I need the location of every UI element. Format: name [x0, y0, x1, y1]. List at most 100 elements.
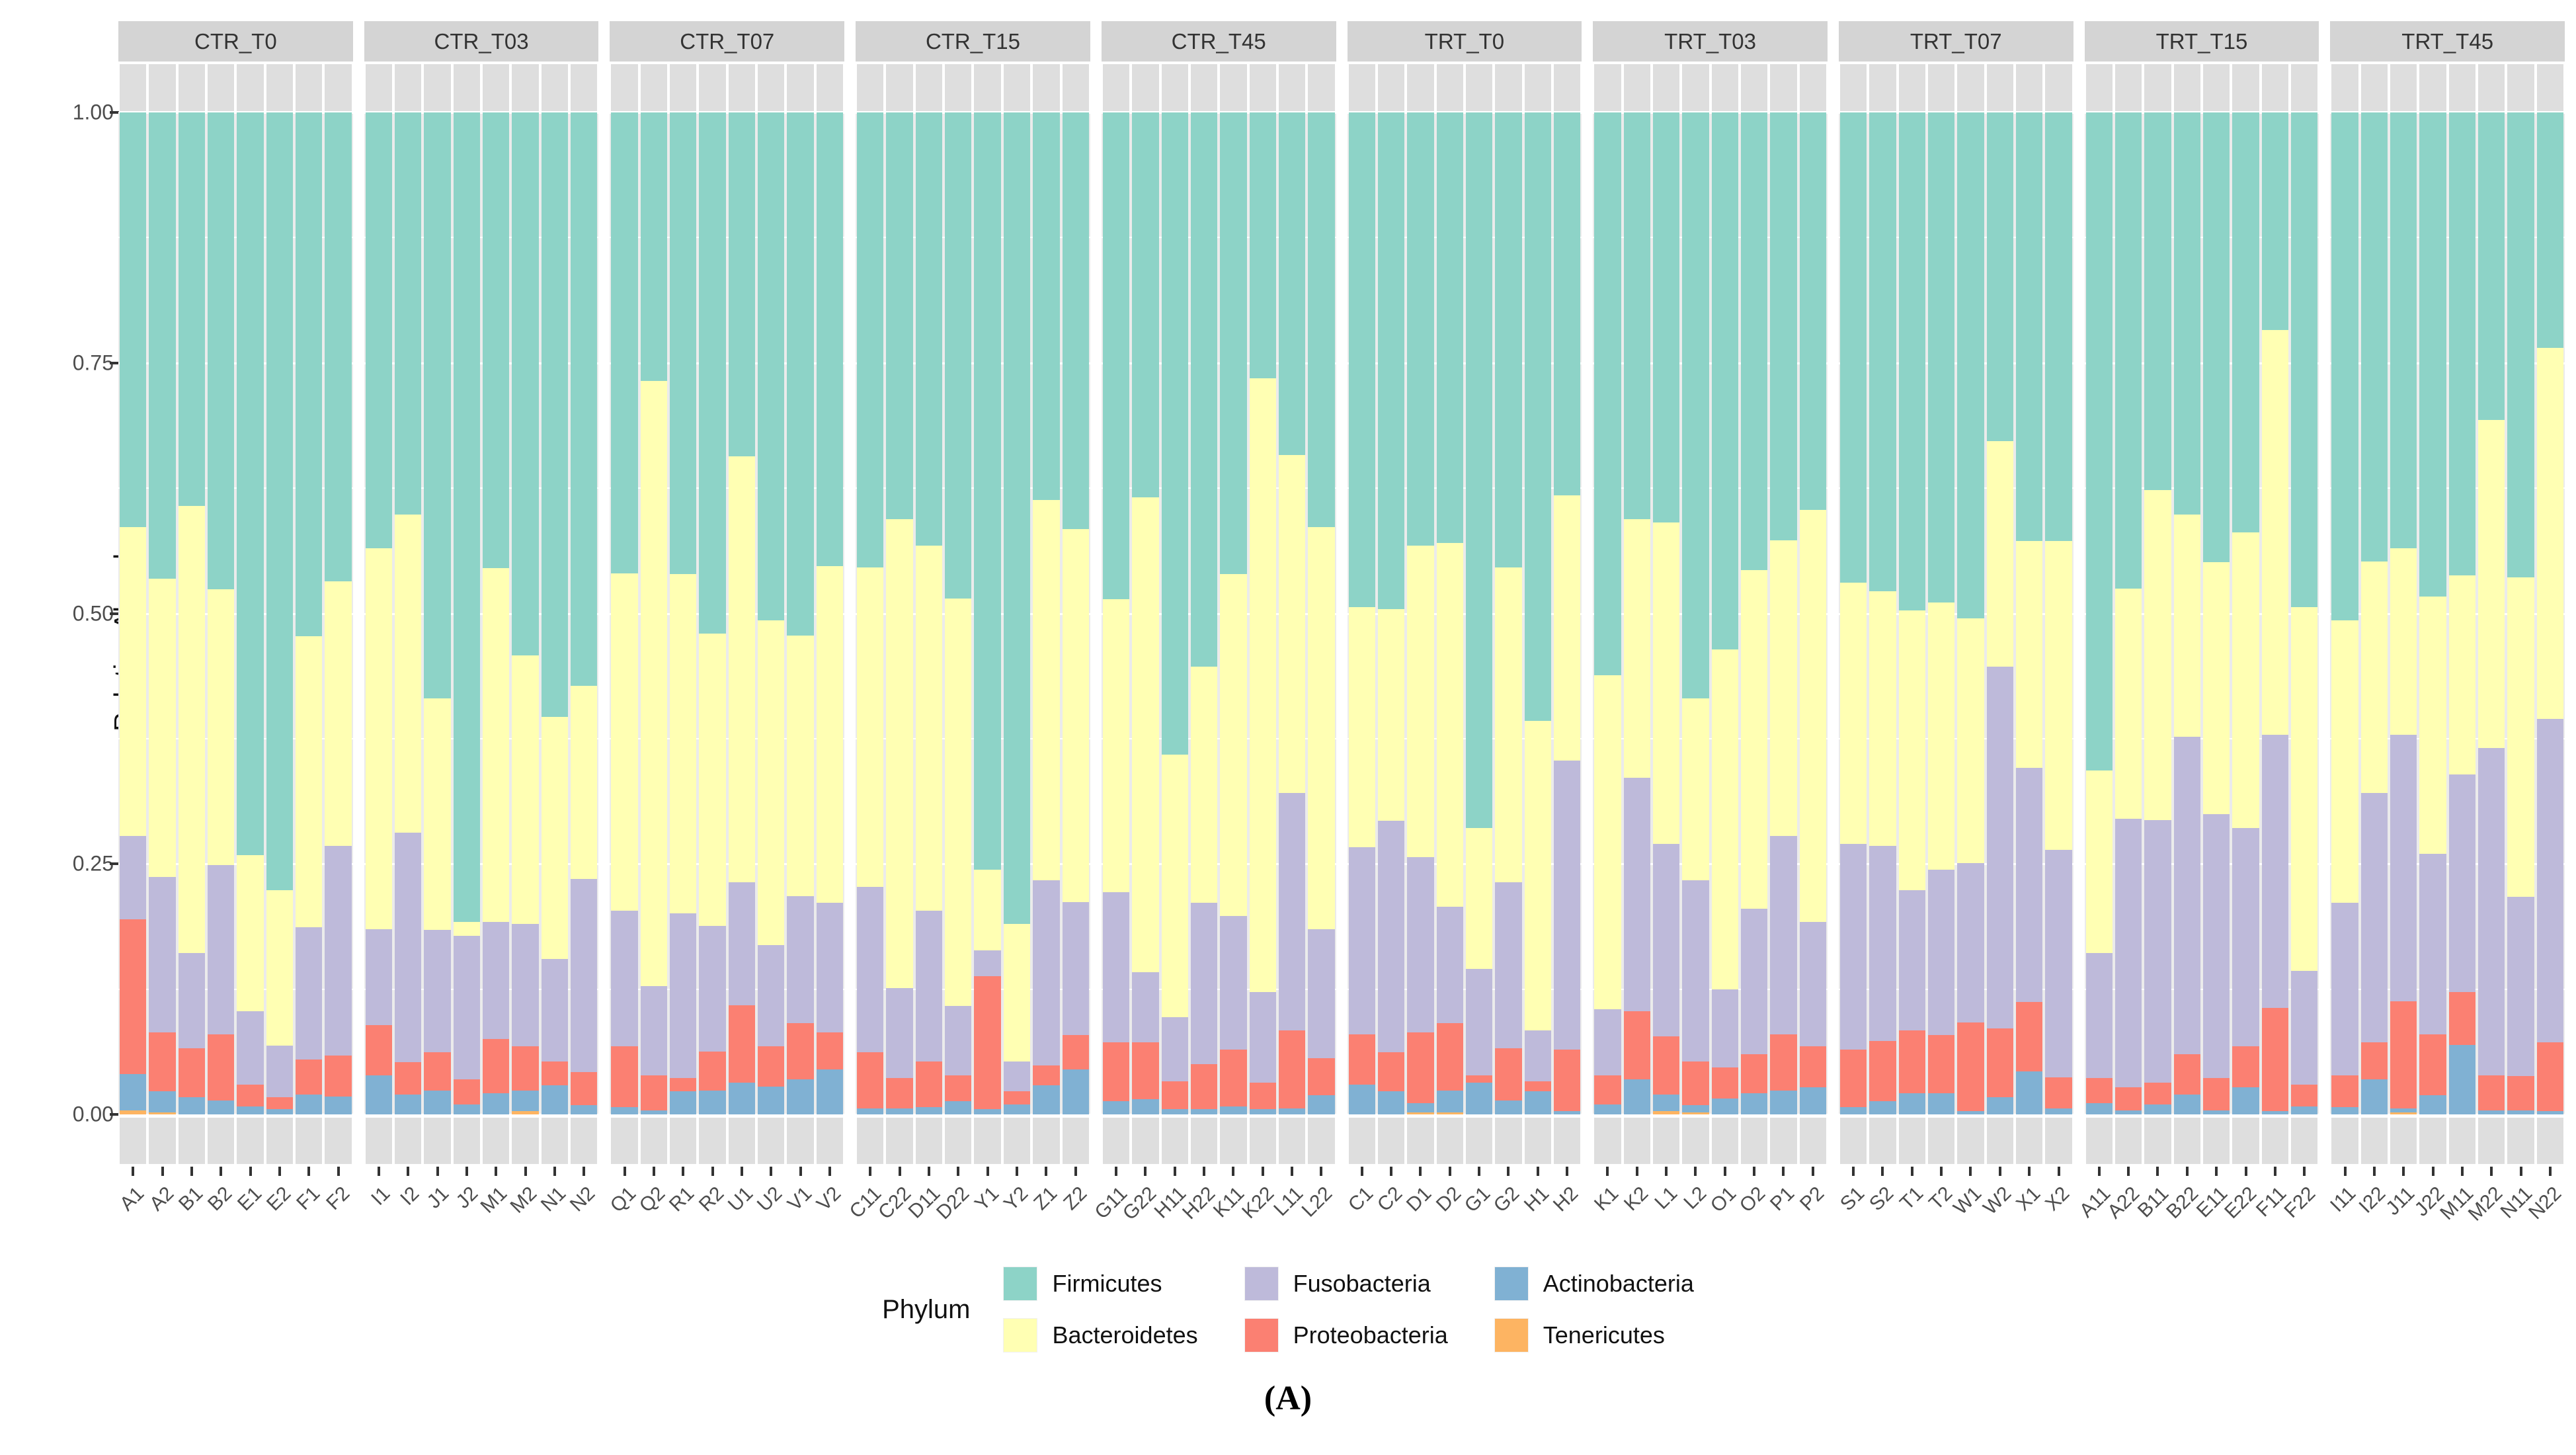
sample-strip — [1869, 64, 1896, 111]
x-tick-mark-line — [1114, 1167, 1117, 1176]
bar-segment-bacteroidetes — [208, 589, 235, 865]
bar-segment-actinobacteria — [541, 1085, 569, 1114]
x-tick-mark — [1523, 1167, 1552, 1176]
bar-segment-actinobacteria — [1524, 1091, 1551, 1114]
bar-segment-actinobacteria — [2331, 1107, 2358, 1114]
bar-segment-actinobacteria — [120, 1074, 147, 1110]
x-tick-mark-line — [2215, 1167, 2218, 1176]
gridline — [2084, 237, 2319, 239]
sample-strip — [2448, 64, 2476, 111]
sample-strip — [325, 64, 352, 111]
bar-segment-bacteroidetes — [2015, 541, 2043, 768]
bar-segment-proteobacteria — [1553, 1049, 1581, 1112]
bar-segment-actinobacteria — [1927, 1093, 1955, 1114]
bars-row — [1348, 112, 1582, 1114]
stacked-bar — [1102, 112, 1130, 1114]
bar-segment-proteobacteria — [2448, 992, 2476, 1046]
x-tick-mark-line — [1478, 1167, 1481, 1176]
bar-slot — [2231, 112, 2260, 1114]
x-tick-mark — [1898, 1167, 1927, 1176]
stacked-bar — [149, 112, 176, 1114]
bar-segment-proteobacteria — [266, 1097, 294, 1110]
x-tick-mark — [147, 1167, 177, 1176]
x-tick-mark — [2330, 1167, 2359, 1176]
bar-segment-bacteroidetes — [2232, 532, 2259, 828]
bar-segment-actinobacteria — [2360, 1079, 2388, 1114]
bar-segment-firmicutes — [2232, 112, 2259, 532]
bar-segment-bacteroidetes — [1407, 545, 1434, 857]
gridline — [1838, 1114, 2073, 1116]
bars-row — [2085, 112, 2319, 1114]
bar-slot — [1277, 112, 1307, 1114]
bar-segment-fusobacteria — [1407, 856, 1434, 1032]
bar-segment-firmicutes — [365, 112, 393, 549]
legend-entry: Firmicutes — [1003, 1267, 1197, 1301]
bar-segment-fusobacteria — [670, 913, 697, 1079]
bar-segment-fusobacteria — [453, 936, 481, 1079]
bar-segment-fusobacteria — [237, 1011, 264, 1085]
sample-strip — [1308, 1118, 1335, 1164]
bar-segment-proteobacteria — [1161, 1081, 1188, 1110]
gridline — [610, 988, 845, 990]
bar-segment-bacteroidetes — [424, 698, 451, 931]
gridline — [364, 737, 599, 739]
stacked-bar — [758, 112, 785, 1114]
gridline — [1347, 362, 1582, 364]
bar-segment-bacteroidetes — [1957, 618, 1984, 863]
bar-slot — [2261, 112, 2290, 1114]
x-tick-mark — [2389, 1167, 2418, 1176]
sample-strip — [1957, 1118, 1984, 1164]
bar-slot — [364, 112, 393, 1114]
bar-segment-bacteroidetes — [1062, 529, 1089, 902]
legend-title: Phylum — [882, 1294, 971, 1324]
bar-segment-bacteroidetes — [1623, 519, 1650, 778]
sample-strip — [611, 64, 638, 111]
bar-slot — [1523, 112, 1552, 1114]
facet-panel: CTR_T0 A1 A2 B1 B2 E1 E2 F1 F2 — [116, 21, 354, 1215]
bar-segment-proteobacteria — [670, 1078, 697, 1092]
bar-segment-fusobacteria — [1465, 969, 1493, 1075]
sample-strip — [2114, 1118, 2142, 1164]
bar-segment-fusobacteria — [1220, 916, 1247, 1050]
x-tick-mark — [1798, 1167, 1828, 1176]
bars-row — [1839, 112, 2073, 1114]
bar-segment-tenericutes — [512, 1111, 539, 1114]
sample-strip — [1652, 64, 1680, 111]
bar-segment-actinobacteria — [915, 1107, 943, 1114]
bar-segment-proteobacteria — [2173, 1054, 2200, 1095]
stacked-bar — [787, 112, 814, 1114]
x-axis-label: C2 — [1373, 1183, 1407, 1216]
bar-segment-proteobacteria — [1220, 1049, 1247, 1106]
stacked-bar — [1308, 112, 1335, 1114]
x-tick-mark — [294, 1167, 323, 1176]
stacked-bar — [1957, 112, 1984, 1114]
facet-panel: TRT_T45 I11 I22 J11 J22 M11 M22 N11 N22 — [2327, 21, 2565, 1226]
gridline — [118, 863, 353, 866]
bar-segment-proteobacteria — [1711, 1067, 1738, 1099]
stacked-bar — [2045, 112, 2072, 1114]
bar-segment-fusobacteria — [1377, 821, 1405, 1053]
bar-slot — [1307, 112, 1336, 1114]
sample-strip — [2331, 64, 2358, 111]
bar-segment-bacteroidetes — [1652, 522, 1680, 844]
facet-strip-label: TRT_T07 — [1838, 21, 2073, 62]
stacked-bar — [1524, 112, 1551, 1114]
stacked-bar — [2360, 112, 2388, 1114]
bar-segment-proteobacteria — [149, 1032, 176, 1092]
bar-segment-firmicutes — [120, 112, 147, 528]
x-axis-label: K2 — [1619, 1183, 1653, 1216]
x-axis-label: B1 — [174, 1183, 208, 1216]
sample-strip — [2507, 1118, 2534, 1164]
bar-segment-firmicutes — [1652, 112, 1680, 522]
sample-strip — [149, 64, 176, 111]
bar-segment-actinobacteria — [2291, 1106, 2318, 1114]
bar-segment-proteobacteria — [571, 1072, 598, 1106]
stacked-bar — [1623, 112, 1650, 1114]
stacked-bar — [2261, 112, 2289, 1114]
gridline — [118, 1114, 353, 1116]
x-tick-mark — [1219, 1167, 1248, 1176]
stacked-bar — [2144, 112, 2171, 1114]
bar-segment-tenericutes — [1407, 1112, 1434, 1114]
x-axis-label: F22 — [2280, 1183, 2320, 1222]
bar-segment-proteobacteria — [611, 1046, 638, 1108]
